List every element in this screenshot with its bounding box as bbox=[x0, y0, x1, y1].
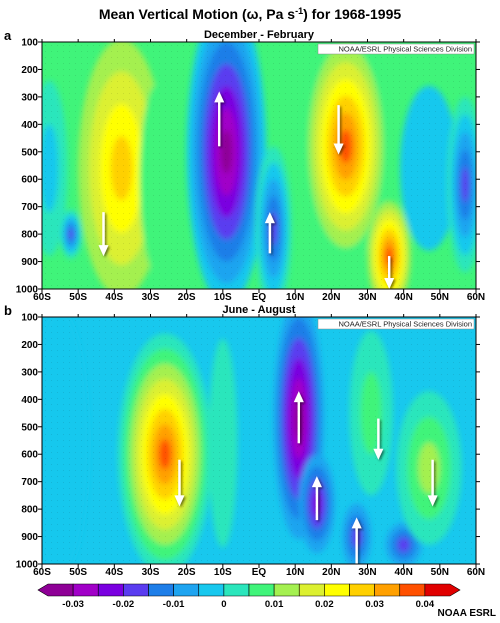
colorbar-swatch bbox=[299, 584, 324, 596]
panel-jun-aug: b June - August NOAA/ESRL Physical Science… bbox=[4, 298, 485, 578]
x-tick-label: 40S bbox=[105, 292, 123, 303]
colorbar-swatch bbox=[199, 584, 224, 596]
y-tick-label: 100 bbox=[21, 38, 38, 49]
omega-cell bbox=[40, 124, 58, 212]
x-tick-label: 60N bbox=[467, 292, 485, 303]
panel-letter: b bbox=[4, 303, 12, 318]
y-tick-label: 900 bbox=[21, 257, 38, 268]
x-tick-label: 60S bbox=[33, 292, 51, 303]
panel-dec-feb: a December - February NOAA/ESRL Physical S… bbox=[4, 0, 485, 311]
x-tick-label: 10N bbox=[286, 292, 304, 303]
colorbar-swatch bbox=[38, 584, 73, 596]
omega-cell bbox=[140, 83, 176, 275]
x-tick-label: 10S bbox=[214, 567, 232, 578]
omega-cell bbox=[111, 136, 133, 200]
x-tick-label: 30S bbox=[142, 567, 160, 578]
y-tick-label: 100 bbox=[21, 313, 38, 324]
x-tick-label: 10S bbox=[214, 292, 232, 303]
y-tick-label: 300 bbox=[21, 367, 38, 378]
colorbar-swatch bbox=[123, 584, 148, 596]
y-tick-label: 500 bbox=[21, 147, 38, 158]
credit-text: NOAA/ESRL Physical Sciences Division bbox=[338, 45, 472, 54]
x-tick-label: 20S bbox=[178, 567, 196, 578]
colorbar-swatch bbox=[174, 584, 199, 596]
x-tick-label: 40N bbox=[394, 292, 412, 303]
omega-cell bbox=[398, 537, 410, 552]
y-tick-label: 900 bbox=[21, 532, 38, 543]
panel-letter: a bbox=[4, 28, 12, 43]
colorbar-swatch bbox=[249, 584, 274, 596]
x-tick-label: 50S bbox=[69, 292, 87, 303]
colorbar-tick-label: 0.02 bbox=[315, 599, 334, 610]
colorbar-swatch bbox=[400, 584, 425, 596]
plot-area bbox=[31, 298, 476, 575]
y-tick-label: 400 bbox=[21, 120, 38, 131]
omega-cell bbox=[462, 167, 469, 202]
colorbar-swatch bbox=[350, 584, 375, 596]
x-tick-label: 50N bbox=[431, 292, 449, 303]
colorbar-tick-label: -0.02 bbox=[113, 599, 135, 610]
x-tick-label: 30S bbox=[142, 292, 160, 303]
y-tick-label: 200 bbox=[21, 65, 38, 76]
x-tick-label: 30N bbox=[358, 567, 376, 578]
x-tick-label: 60N bbox=[467, 567, 485, 578]
x-tick-label: 60S bbox=[33, 567, 51, 578]
colorbar-tick-label: -0.01 bbox=[163, 599, 185, 610]
x-tick-label: 40S bbox=[105, 567, 123, 578]
omega-cell bbox=[221, 130, 232, 174]
y-tick-label: 600 bbox=[21, 175, 38, 186]
chart-title: Mean Vertical Motion (ω, Pa s-1) for 196… bbox=[99, 6, 402, 22]
colorbar: -0.03 -0.02 -0.01 0 0.01 0.02 0.03 0.04 bbox=[38, 584, 460, 610]
x-tick-label: 40N bbox=[394, 567, 412, 578]
colorbar-tick-label: -0.03 bbox=[62, 599, 84, 610]
colorbar-swatch bbox=[375, 584, 400, 596]
x-tick-label: 20N bbox=[322, 567, 340, 578]
colorbar-tick-label: 0.01 bbox=[265, 599, 284, 610]
y-tick-label: 400 bbox=[21, 395, 38, 406]
colorbar-swatch bbox=[425, 584, 460, 596]
x-tick-label: 10N bbox=[286, 567, 304, 578]
colorbar-swatch bbox=[98, 584, 123, 596]
y-tick-label: 200 bbox=[21, 340, 38, 351]
omega-cell bbox=[418, 442, 440, 493]
credit-text: NOAA/ESRL Physical Sciences Division bbox=[338, 320, 472, 329]
colorbar-tick-label: 0.04 bbox=[416, 599, 435, 610]
omega-cell bbox=[31, 312, 89, 575]
y-tick-label: 500 bbox=[21, 422, 38, 433]
x-tick-label: EQ bbox=[252, 567, 267, 578]
y-tick-label: 300 bbox=[21, 92, 38, 103]
x-tick-label: EQ bbox=[252, 292, 267, 303]
colorbar-swatch bbox=[73, 584, 98, 596]
colorbar-swatch bbox=[149, 584, 174, 596]
y-tick-label: 800 bbox=[21, 230, 38, 241]
colorbar-tick-label: 0 bbox=[221, 599, 226, 610]
x-tick-label: 30N bbox=[358, 292, 376, 303]
y-tick-label: 700 bbox=[21, 202, 38, 213]
colorbar-swatch bbox=[324, 584, 349, 596]
colorbar-swatch bbox=[274, 584, 299, 596]
x-tick-label: 20S bbox=[178, 292, 196, 303]
x-tick-label: 50S bbox=[69, 567, 87, 578]
y-tick-label: 700 bbox=[21, 477, 38, 488]
y-tick-label: 800 bbox=[21, 505, 38, 516]
omega-cell bbox=[159, 439, 171, 469]
footer-credit: NOAA ESRL bbox=[437, 608, 496, 619]
colorbar-tick-label: 0.03 bbox=[365, 599, 384, 610]
x-tick-label: 50N bbox=[431, 567, 449, 578]
x-tick-label: 20N bbox=[322, 292, 340, 303]
y-tick-label: 600 bbox=[21, 450, 38, 461]
omega-cell bbox=[208, 339, 237, 548]
colorbar-swatch bbox=[224, 584, 249, 596]
